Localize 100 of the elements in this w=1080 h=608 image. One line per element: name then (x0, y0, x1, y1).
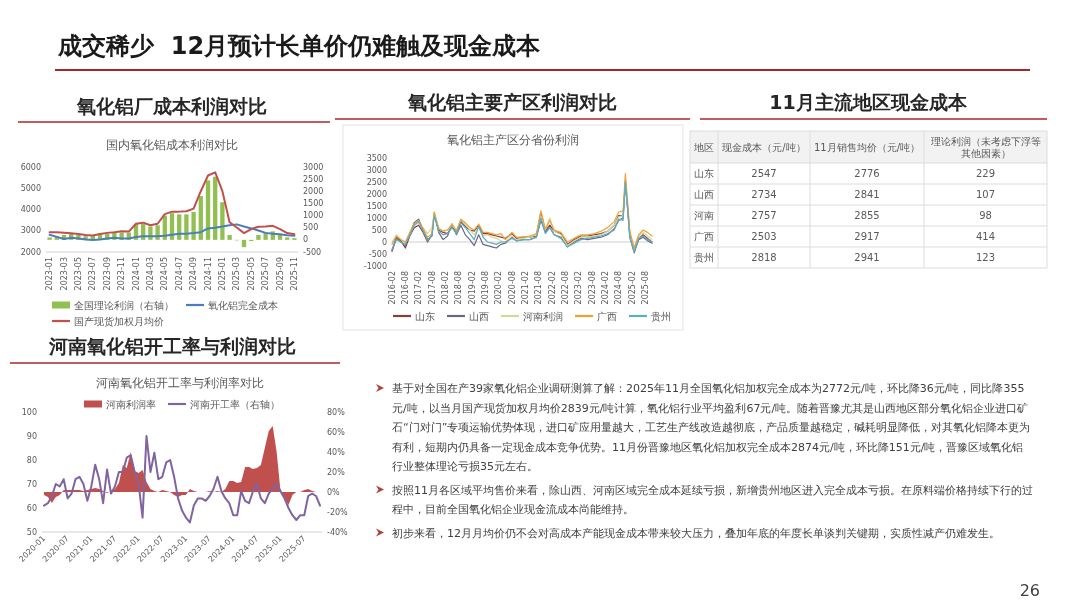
chart-title: 氧化铝厂成本利润对比 (76, 95, 267, 117)
x-tick-label: 2019-08 (480, 271, 490, 305)
category-label: 山东 (694, 168, 714, 179)
x-tick-label: 2023-05 (73, 257, 83, 291)
x-tick-label: 2016-08 (400, 271, 410, 305)
data-label: 2855 (854, 210, 880, 221)
x-tick-label: 2016-02 (387, 271, 397, 305)
bar (205, 180, 211, 240)
y-tick-label: 6000 (20, 162, 41, 172)
y-tick-label: 4000 (20, 205, 41, 215)
y-tick-label: 2000 (20, 247, 41, 257)
data-label: 2547 (751, 168, 777, 179)
category-label: 广西 (694, 231, 714, 242)
x-tick-label: 2024-02 (600, 271, 610, 305)
x-tick-label: 2024-08 (614, 271, 624, 305)
y-tick-label: 90 (26, 431, 37, 441)
bar (184, 214, 189, 240)
y-tick-label: 5000 (20, 183, 41, 193)
data-label: 107 (975, 189, 996, 200)
text: 11月主流地区现金成本 (769, 91, 968, 113)
x-tick-label: 2025-03 (232, 257, 242, 291)
x-tick-label: 2024-11 (203, 257, 213, 291)
y-tick-label: 100 (21, 407, 37, 417)
legend-label: 山东 (415, 310, 435, 322)
y-tick-label: 1500 (366, 201, 387, 211)
y2-tick-label: 1000 (303, 211, 324, 221)
x-tick-label: 2020-08 (507, 271, 517, 305)
x-tick-label: 2025-08 (640, 271, 650, 305)
y2-tick-label: 2500 (303, 174, 324, 184)
y-tick-label: 50 (26, 527, 37, 537)
x-tick-label: 2022-08 (560, 271, 570, 305)
text: 现金成本（元/吨） (722, 141, 806, 153)
legend-label: 贵州 (651, 310, 671, 322)
y-tick-label: 3000 (20, 226, 41, 236)
y-tick-label: 1000 (366, 213, 387, 223)
text: 26 (1019, 581, 1040, 600)
y-tick-label: 3500 (366, 153, 387, 163)
data-label: 2503 (751, 231, 777, 242)
data-label: 229 (975, 168, 996, 179)
x-tick-label: 2024-03 (145, 257, 155, 291)
y2-tick-label: 500 (303, 223, 319, 233)
bar (285, 237, 290, 240)
x-tick-label: 2024-01 (131, 257, 141, 291)
legend-label: 广西 (597, 310, 617, 322)
y-tick-label: 60 (26, 503, 37, 513)
y-tick-label: -500 (368, 249, 387, 259)
bar (256, 235, 261, 240)
x-tick-label: 2018-02 (440, 271, 450, 305)
bar (277, 235, 283, 240)
y2-tick-label: -500 (303, 247, 322, 257)
x-tick-label: 2017-02 (414, 271, 424, 305)
data-label: 2917 (854, 231, 880, 242)
data-label: 123 (975, 252, 996, 263)
line-series (48, 171, 296, 237)
data-label: 2841 (854, 189, 880, 200)
y-tick-label: -1000 (363, 261, 387, 271)
legend-label: 河南利润率 (106, 398, 156, 410)
line-series (42, 435, 322, 524)
x-tick-label: 2018-08 (454, 271, 464, 305)
data-label: 2734 (751, 189, 777, 200)
legend-label: 河南开工率（右轴） (190, 398, 280, 410)
y2-tick-label: 60% (327, 427, 346, 437)
x-tick-label: 2024-09 (189, 257, 199, 291)
y-tick-label: 500 (371, 225, 387, 235)
x-tick-label: 2021-08 (534, 271, 544, 305)
x-tick-label: 2024-07 (174, 257, 184, 291)
chart-title: 河南氧化铝开工率与利润对比 (47, 335, 296, 357)
bar (227, 235, 232, 240)
y2-tick-label: -20% (327, 507, 349, 517)
data-label: 2757 (751, 210, 777, 221)
text: 理论利润（未考虑下浮等其他因素） (930, 135, 1041, 159)
y-tick-label: 80 (26, 455, 37, 465)
x-tick-label: 2020-02 (494, 271, 504, 305)
text: 地区 (693, 141, 714, 153)
bar (241, 239, 247, 248)
x-tick-label: 2017-08 (427, 271, 437, 305)
line-series (48, 223, 296, 242)
category-label: 贵州 (694, 252, 714, 263)
y-tick-label: 2000 (366, 189, 387, 199)
legend-label: 河南利润 (523, 310, 563, 322)
y2-tick-label: 3000 (303, 162, 324, 172)
x-tick-label: 2022-02 (547, 271, 557, 305)
x-tick-label: 2023-09 (102, 257, 112, 291)
x-tick-label: 2019-02 (467, 271, 477, 305)
text: 11月销售均价（元/吨） (813, 141, 921, 153)
data-label: 2818 (751, 252, 777, 263)
x-tick-label: 2023-01 (45, 257, 55, 291)
x-tick-label: 2025-01 (217, 257, 227, 291)
y2-tick-label: 2000 (303, 186, 324, 196)
y2-tick-label: 0% (327, 487, 341, 497)
text: 按照11月各区域平均售价来看，除山西、河南区域完全成本延续亏损，新增贵州地区进入完全成本亏损。在原料端价格持续下行的过程中，目前全国氧化铝企业现金流成本尚能维持。 (392, 483, 1033, 516)
legend-label: 国产现货加权月均价 (74, 315, 164, 327)
y2-tick-label: 1500 (303, 198, 324, 208)
y-tick-label: 70 (26, 479, 37, 489)
category-label: 河南 (694, 210, 714, 221)
bar (191, 211, 196, 240)
bar (220, 202, 225, 240)
x-tick-label: 2023-02 (574, 271, 584, 305)
text: 基于对全国在产39家氧化铝企业调研测算了解：2025年11月全国氧化铝加权完全成本为2772元/吨，环比降36元/吨，同比降355元/吨，以当月国产现货加权月均价2839元/吨计算，氧化铝行业平均盈利67元/吨。随着晋豫尤其是山西地区部分氧化铝企业进口矿石“门对门”专项运输优势体现，进口矿应用量越大，工艺生产线改造越彻底，产品质量越稳定，碱耗明显降低，对其氧化铝降本更为有利，短期内仍具备一定现金成本竞争优势。11月份晋豫地区氧化铝加权完全成本2874元/吨，环比降151元/吨，晋豫区域氧化铝行业整体理论亏损35元左右。 (392, 382, 1031, 473)
y-tick-label: 2500 (366, 177, 387, 187)
